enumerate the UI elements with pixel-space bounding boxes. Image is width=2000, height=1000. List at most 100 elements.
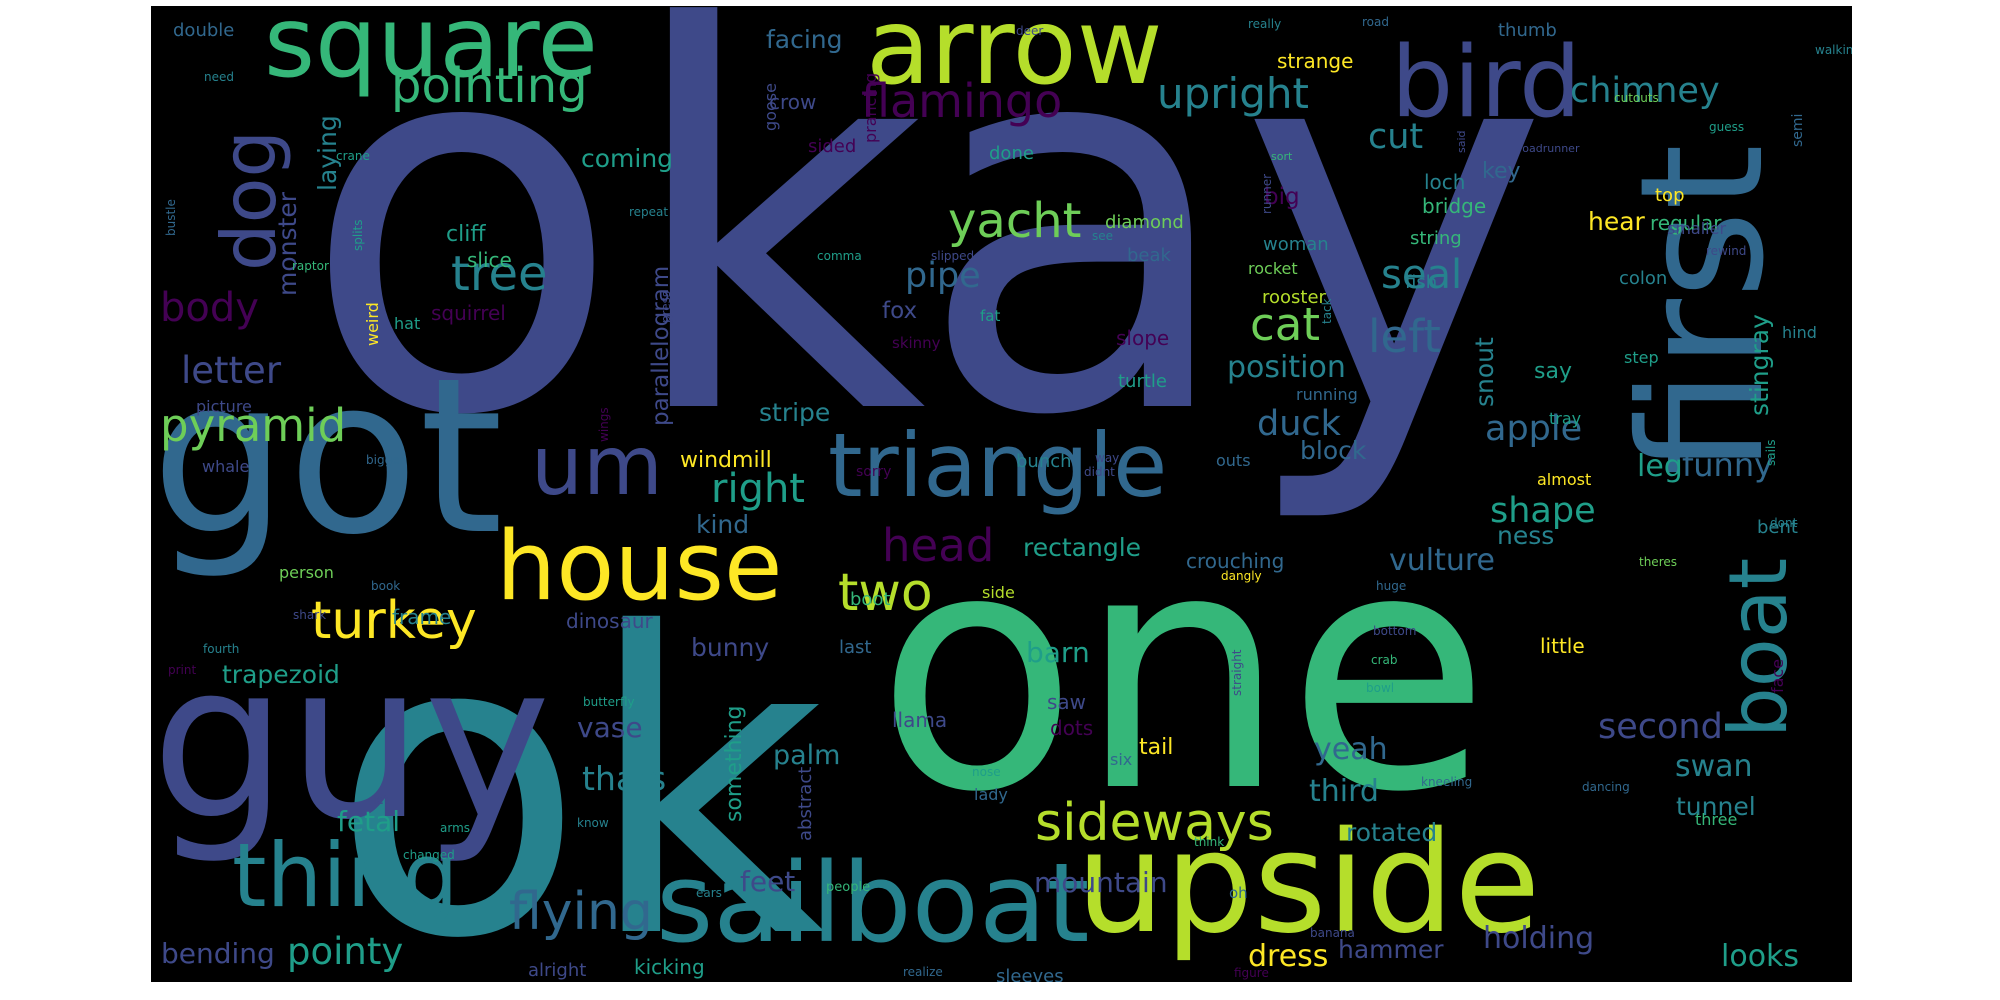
word-realize: realize <box>903 965 943 979</box>
word-kicking: kicking <box>634 955 705 979</box>
word-crab: crab <box>1371 653 1398 667</box>
word-said: said <box>1455 130 1468 153</box>
word-face: face <box>1768 659 1787 693</box>
word-see: see <box>1092 229 1113 243</box>
word-hind: hind <box>1782 323 1817 342</box>
word-hear: hear <box>1588 207 1646 236</box>
word-slope: slope <box>1116 326 1169 350</box>
word-sided: sided <box>808 136 856 157</box>
word-boot: boot <box>850 589 891 610</box>
word-really: really <box>1248 17 1281 31</box>
word-bunch: bunch <box>1016 451 1072 472</box>
word-picture: picture <box>196 397 252 416</box>
word-last: last <box>839 637 871 658</box>
word-hammer: hammer <box>1338 935 1444 964</box>
word-book: book <box>371 579 400 593</box>
word-house: house <box>496 512 782 622</box>
word-skinny: skinny <box>892 334 941 352</box>
word-funny: funny <box>1682 446 1773 484</box>
word-almost: almost <box>1537 470 1591 489</box>
word-llama: llama <box>892 708 947 732</box>
word-first: first <box>1604 144 1802 476</box>
word-chimney: chimney <box>1570 71 1720 111</box>
word-thats: thats <box>582 759 666 798</box>
word-woman: woman <box>1263 234 1329 255</box>
word-tunnel: tunnel <box>1676 792 1756 821</box>
word-right: right <box>711 466 805 512</box>
word-rotated: rotated <box>1346 818 1437 847</box>
word-string: string <box>1410 228 1462 249</box>
word-um: um <box>531 419 663 514</box>
word-rocket: rocket <box>1248 259 1298 278</box>
word-bowl: bowl <box>1366 681 1394 695</box>
word-fox: fox <box>882 298 917 324</box>
word-whale: whale <box>202 457 249 476</box>
word-sideways: sideways <box>1035 793 1274 853</box>
word-figure: figure <box>1234 966 1269 980</box>
word-block: block <box>1300 436 1367 465</box>
word-kneeling: kneeling <box>1421 775 1472 789</box>
word-shark: shark <box>293 608 326 622</box>
word-say: say <box>1534 359 1572 384</box>
word-sorry: sorry <box>856 464 891 480</box>
word-sort: sort <box>1271 150 1293 163</box>
word-got: got <box>151 331 503 582</box>
word-ears: ears <box>696 886 722 900</box>
word-bending: bending <box>161 937 275 970</box>
word-abstract: abstract <box>795 767 816 841</box>
word-slice: slice <box>467 248 512 272</box>
word-cut: cut <box>1368 117 1423 157</box>
word-second: second <box>1598 707 1723 747</box>
word-bunny: bunny <box>691 633 769 662</box>
word-running: running <box>1296 385 1358 404</box>
word-goose: goose <box>761 83 780 131</box>
word-sailboat: sailboat <box>656 839 1090 967</box>
word-bent: bent <box>1757 517 1798 538</box>
word-banana: banana <box>1310 926 1355 940</box>
word-trapezoid: trapezoid <box>222 660 340 689</box>
word-semi: semi <box>1790 114 1806 147</box>
word-beak: beak <box>1127 245 1172 266</box>
word-left: left <box>1368 310 1441 363</box>
word-pointing: pointing <box>391 58 588 114</box>
word-yeah: yeah <box>1314 732 1388 767</box>
word-body: body <box>160 285 259 331</box>
word-butterfly: butterfly <box>583 695 635 709</box>
word-upside: upside <box>1076 802 1540 965</box>
word-tail: tail <box>1139 735 1173 760</box>
word-thumb: thumb <box>1498 20 1557 41</box>
word-letter: letter <box>181 349 282 392</box>
word-rewind: rewind <box>1706 244 1746 258</box>
word-saw: saw <box>1047 690 1086 714</box>
word-head: head <box>882 519 994 572</box>
word-flying: flying <box>509 882 653 942</box>
word-guess: guess <box>1709 120 1744 134</box>
word-diamond: diamond <box>1105 212 1184 233</box>
word-bottom: bottom <box>1373 624 1416 638</box>
word-tray: tray <box>1549 409 1581 428</box>
word-two: two <box>838 563 933 623</box>
word-crane: crane <box>336 149 370 163</box>
word-sails: sails <box>1764 439 1778 466</box>
word-walking: walking <box>1815 43 1852 57</box>
word-palm: palm <box>773 740 841 771</box>
word-turkey: turkey <box>311 591 477 651</box>
word-pipe: pipe <box>905 256 981 296</box>
word-feet: feet <box>740 865 795 898</box>
word-regular: regular <box>1650 211 1722 235</box>
word-dinosaur: dinosaur <box>566 609 654 633</box>
word-stripe: stripe <box>759 398 830 427</box>
word-squirrel: squirrel <box>431 301 506 325</box>
word-windmill: windmill <box>680 448 772 473</box>
word-press: press <box>659 291 673 323</box>
word-thing: thing <box>232 824 458 927</box>
word-people: people <box>826 880 870 895</box>
word-three: three <box>1695 810 1737 829</box>
word-apple: apple <box>1485 409 1582 449</box>
word-arrow: arrow <box>866 6 1163 108</box>
word-theres: theres <box>1639 555 1677 569</box>
word-parallelogram: parallelogram <box>648 266 674 426</box>
word-outs: outs <box>1216 451 1251 470</box>
word-rooster: rooster <box>1262 287 1327 308</box>
